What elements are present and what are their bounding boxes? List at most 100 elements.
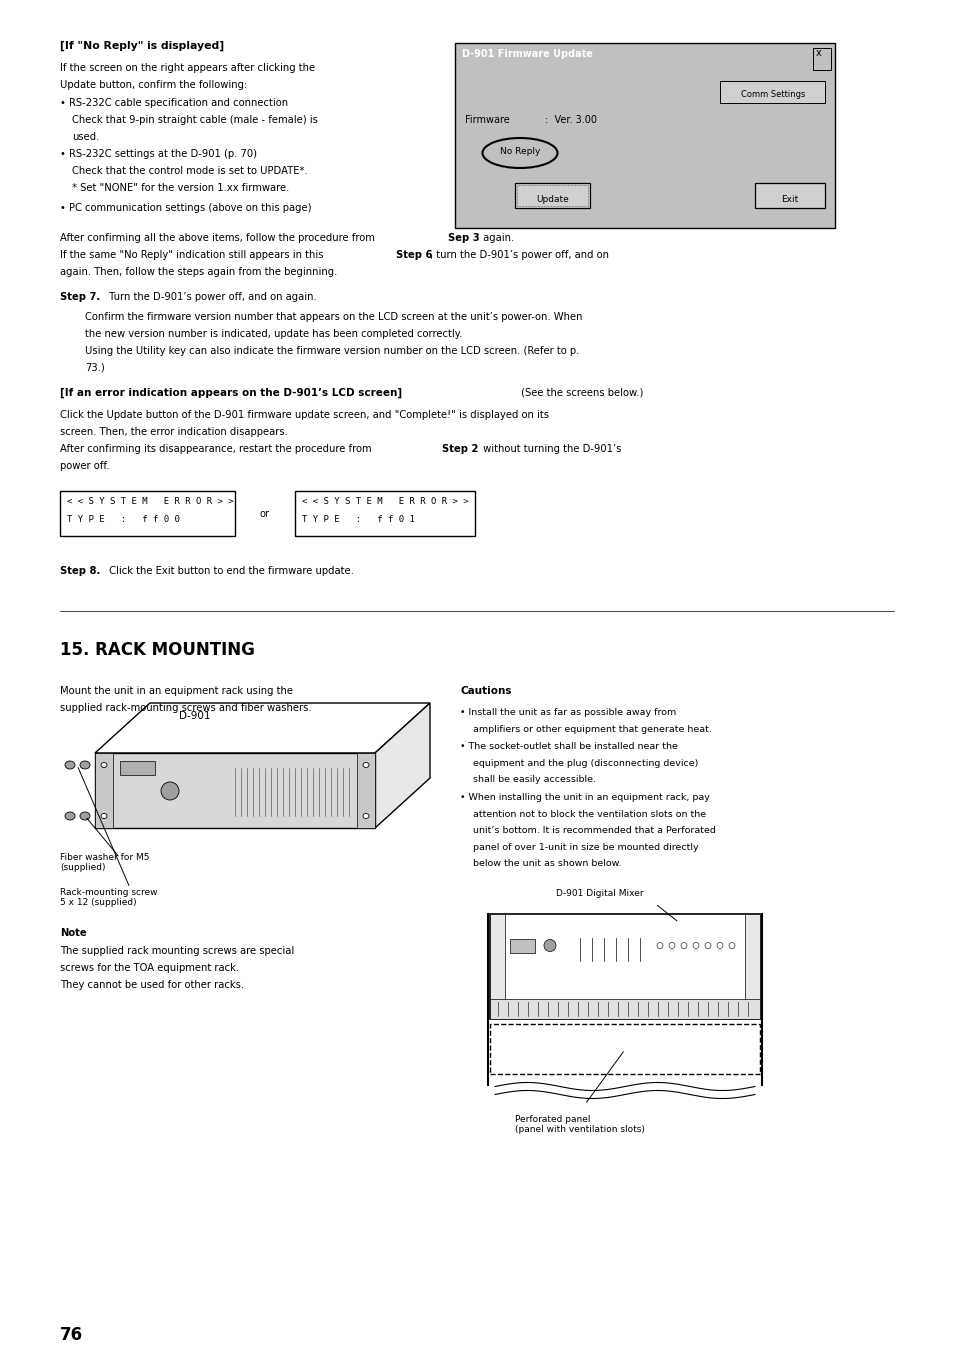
Text: shall be easily accessible.: shall be easily accessible.: [473, 775, 596, 785]
Ellipse shape: [101, 762, 107, 767]
Text: T Y P E   :   f f 0 0: T Y P E : f f 0 0: [67, 515, 180, 524]
Text: 76: 76: [60, 1325, 83, 1344]
Bar: [356, 753, 375, 828]
Text: * Set "NONE" for the version 1.xx firmware.: * Set "NONE" for the version 1.xx firmwa…: [71, 182, 289, 193]
Text: Click the Exit button to end the firmware update.: Click the Exit button to end the firmwar…: [106, 566, 354, 576]
Ellipse shape: [704, 943, 710, 948]
Bar: [120, 761, 154, 775]
Ellipse shape: [728, 943, 734, 948]
Text: [If an error indication appears on the D-901’s LCD screen]: [If an error indication appears on the D…: [60, 388, 402, 399]
Text: D-901 Digital Mixer: D-901 Digital Mixer: [556, 889, 643, 898]
Text: Click the Update button of the D-901 firmware update screen, and "Complete!" is : Click the Update button of the D-901 fir…: [60, 409, 548, 420]
Text: • The socket-outlet shall be installed near the: • The socket-outlet shall be installed n…: [459, 743, 678, 751]
Text: • PC communication settings (above on this page): • PC communication settings (above on th…: [60, 203, 312, 213]
FancyBboxPatch shape: [455, 43, 834, 73]
Text: again.: again.: [479, 232, 514, 243]
Text: , turn the D-901’s power off, and on: , turn the D-901’s power off, and on: [430, 250, 608, 259]
Bar: [720, 81, 824, 103]
Text: After confirming its disappearance, restart the procedure from: After confirming its disappearance, rest…: [60, 444, 375, 454]
Text: (See the screens below.): (See the screens below.): [517, 388, 642, 399]
Ellipse shape: [657, 943, 662, 948]
Text: panel of over 1-unit in size be mounted directly: panel of over 1-unit in size be mounted …: [473, 843, 698, 852]
Text: Check that 9-pin straight cable (male - female) is: Check that 9-pin straight cable (male - …: [71, 115, 317, 126]
Ellipse shape: [80, 812, 90, 820]
Text: screen. Then, the error indication disappears.: screen. Then, the error indication disap…: [60, 427, 288, 436]
Bar: [510, 939, 535, 952]
Text: supplied rack-mounting screws and fiber washers.: supplied rack-mounting screws and fiber …: [60, 703, 312, 713]
Ellipse shape: [692, 943, 699, 948]
Polygon shape: [375, 703, 430, 828]
Bar: [515, 182, 589, 208]
Text: < < S Y S T E M   E R R O R > >: < < S Y S T E M E R R O R > >: [302, 497, 468, 507]
Ellipse shape: [161, 782, 179, 800]
Text: < < S Y S T E M   E R R O R > >: < < S Y S T E M E R R O R > >: [67, 497, 233, 507]
Text: Turn the D-901’s power off, and on again.: Turn the D-901’s power off, and on again…: [106, 292, 316, 303]
Ellipse shape: [101, 813, 107, 819]
Polygon shape: [95, 703, 430, 753]
Text: • RS-232C cable specification and connection: • RS-232C cable specification and connec…: [60, 99, 288, 108]
Text: :  Ver. 3.00: : Ver. 3.00: [544, 115, 597, 126]
Text: Note: Note: [60, 928, 87, 938]
Text: Firmware: Firmware: [464, 115, 509, 126]
Text: 73.): 73.): [85, 363, 105, 373]
Text: Step 8.: Step 8.: [60, 566, 100, 576]
Bar: [490, 1024, 760, 1074]
Text: Comm Settings: Comm Settings: [740, 91, 804, 99]
Text: below the unit as shown below.: below the unit as shown below.: [473, 859, 620, 869]
Text: They cannot be used for other racks.: They cannot be used for other racks.: [60, 979, 244, 990]
Text: 15. RACK MOUNTING: 15. RACK MOUNTING: [60, 640, 254, 659]
Ellipse shape: [65, 812, 75, 820]
Text: x: x: [815, 49, 821, 58]
Text: D-901 Firmware Update: D-901 Firmware Update: [461, 49, 592, 59]
Text: If the screen on the right appears after clicking the: If the screen on the right appears after…: [60, 63, 314, 73]
Text: Mount the unit in an equipment rack using the: Mount the unit in an equipment rack usin…: [60, 686, 293, 696]
Bar: [812, 49, 830, 70]
Text: used.: used.: [71, 132, 99, 142]
FancyBboxPatch shape: [455, 43, 834, 228]
Text: the new version number is indicated, update has been completed correctly.: the new version number is indicated, upd…: [85, 330, 462, 339]
Text: without turning the D-901’s: without turning the D-901’s: [479, 444, 620, 454]
Bar: [95, 753, 375, 828]
Text: power off.: power off.: [60, 461, 110, 471]
Text: • RS-232C settings at the D-901 (p. 70): • RS-232C settings at the D-901 (p. 70): [60, 149, 256, 159]
Text: Confirm the firmware version number that appears on the LCD screen at the unit’s: Confirm the firmware version number that…: [85, 312, 582, 322]
Bar: [60, 490, 234, 536]
Bar: [294, 490, 475, 536]
Bar: [754, 182, 824, 208]
Text: again. Then, follow the steps again from the beginning.: again. Then, follow the steps again from…: [60, 267, 337, 277]
Text: The supplied rack mounting screws are special: The supplied rack mounting screws are sp…: [60, 946, 294, 957]
Text: Fiber washer for M5
(supplied): Fiber washer for M5 (supplied): [60, 852, 150, 873]
Text: Check that the control mode is set to UPDATE*.: Check that the control mode is set to UP…: [71, 166, 308, 176]
Text: Sep 3: Sep 3: [448, 232, 479, 243]
Bar: [490, 915, 504, 1020]
Text: T Y P E   :   f f 0 1: T Y P E : f f 0 1: [302, 515, 415, 524]
Text: Using the Utility key can also indicate the firmware version number on the LCD s: Using the Utility key can also indicate …: [85, 346, 578, 357]
Text: unit’s bottom. It is recommended that a Perforated: unit’s bottom. It is recommended that a …: [473, 827, 715, 835]
Text: Step 2: Step 2: [441, 444, 477, 454]
Text: amplifiers or other equipment that generate heat.: amplifiers or other equipment that gener…: [473, 724, 711, 734]
Bar: [517, 185, 587, 205]
Text: Update: Update: [536, 195, 568, 204]
Text: Cautions: Cautions: [459, 686, 511, 696]
Text: • When installing the unit in an equipment rack, pay: • When installing the unit in an equipme…: [459, 793, 709, 802]
Ellipse shape: [668, 943, 675, 948]
Text: screws for the TOA equipment rack.: screws for the TOA equipment rack.: [60, 963, 239, 973]
Bar: [490, 915, 760, 1020]
Text: Step 6: Step 6: [395, 250, 432, 259]
Text: Rack-mounting screw
5 x 12 (supplied): Rack-mounting screw 5 x 12 (supplied): [60, 888, 157, 908]
Ellipse shape: [680, 943, 686, 948]
Bar: [95, 753, 112, 828]
Text: equipment and the plug (disconnecting device): equipment and the plug (disconnecting de…: [473, 759, 698, 767]
Ellipse shape: [80, 761, 90, 769]
Text: After confirming all the above items, follow the procedure from: After confirming all the above items, fo…: [60, 232, 377, 243]
Text: If the same "No Reply" indication still appears in this: If the same "No Reply" indication still …: [60, 250, 326, 259]
Text: No Reply: No Reply: [499, 147, 539, 155]
Text: attention not to block the ventilation slots on the: attention not to block the ventilation s…: [473, 811, 705, 819]
Text: Exit: Exit: [781, 195, 798, 204]
Text: • Install the unit as far as possible away from: • Install the unit as far as possible aw…: [459, 708, 676, 717]
Ellipse shape: [65, 761, 75, 769]
Text: D-901: D-901: [179, 711, 211, 721]
Text: Update button, confirm the following:: Update button, confirm the following:: [60, 80, 247, 91]
Ellipse shape: [363, 813, 369, 819]
Ellipse shape: [482, 138, 557, 168]
